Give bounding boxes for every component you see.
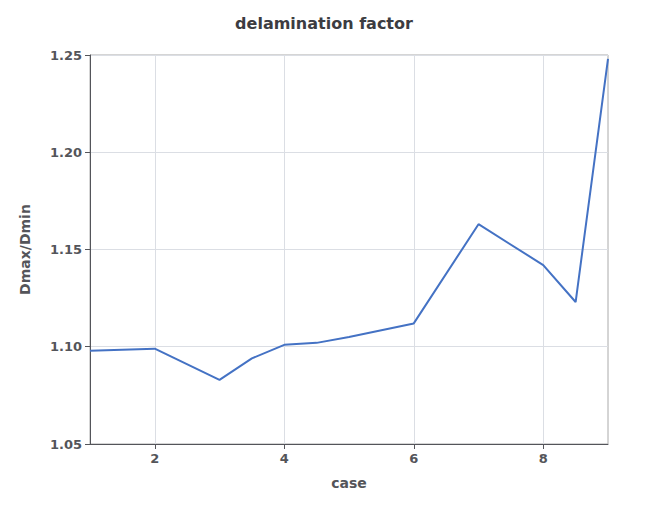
svg-text:2: 2	[150, 451, 159, 466]
svg-text:1.15: 1.15	[50, 242, 82, 257]
svg-text:8: 8	[539, 451, 548, 466]
svg-text:1.10: 1.10	[50, 339, 82, 354]
svg-text:delamination factor: delamination factor	[235, 14, 413, 33]
svg-text:Dmax/Dmin: Dmax/Dmin	[17, 204, 33, 295]
svg-text:1.20: 1.20	[50, 145, 82, 160]
svg-text:1.05: 1.05	[50, 437, 82, 452]
svg-text:1.25: 1.25	[50, 48, 82, 63]
svg-text:4: 4	[280, 451, 289, 466]
svg-text:case: case	[331, 475, 367, 491]
svg-text:6: 6	[409, 451, 418, 466]
